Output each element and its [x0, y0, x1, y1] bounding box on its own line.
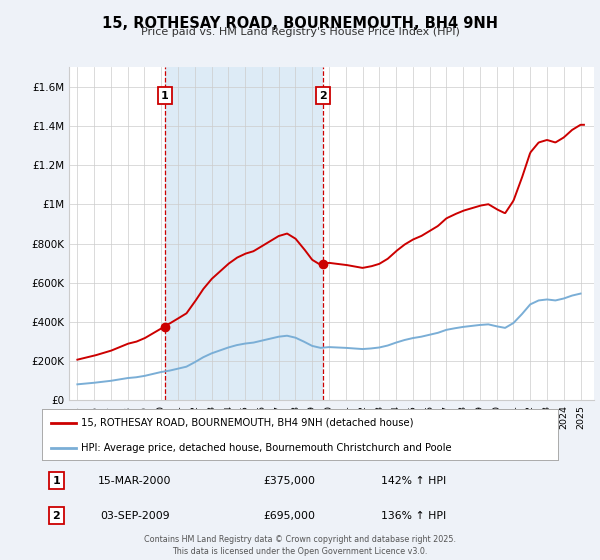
- Text: 2: 2: [53, 511, 61, 521]
- Text: 15, ROTHESAY ROAD, BOURNEMOUTH, BH4 9NH (detached house): 15, ROTHESAY ROAD, BOURNEMOUTH, BH4 9NH …: [80, 418, 413, 428]
- Text: 136% ↑ HPI: 136% ↑ HPI: [381, 511, 446, 521]
- Text: 2: 2: [320, 91, 328, 101]
- Text: 142% ↑ HPI: 142% ↑ HPI: [381, 476, 446, 486]
- Text: 03-SEP-2009: 03-SEP-2009: [100, 511, 170, 521]
- Text: HPI: Average price, detached house, Bournemouth Christchurch and Poole: HPI: Average price, detached house, Bour…: [80, 443, 451, 453]
- Text: £375,000: £375,000: [263, 476, 316, 486]
- Text: Price paid vs. HM Land Registry's House Price Index (HPI): Price paid vs. HM Land Registry's House …: [140, 27, 460, 37]
- Text: £695,000: £695,000: [263, 511, 316, 521]
- Text: 15-MAR-2000: 15-MAR-2000: [98, 476, 172, 486]
- Bar: [165, 67, 323, 400]
- Text: 15, ROTHESAY ROAD, BOURNEMOUTH, BH4 9NH: 15, ROTHESAY ROAD, BOURNEMOUTH, BH4 9NH: [102, 16, 498, 31]
- Text: 1: 1: [53, 476, 61, 486]
- Text: Contains HM Land Registry data © Crown copyright and database right 2025.
This d: Contains HM Land Registry data © Crown c…: [144, 535, 456, 556]
- Text: 1: 1: [161, 91, 169, 101]
